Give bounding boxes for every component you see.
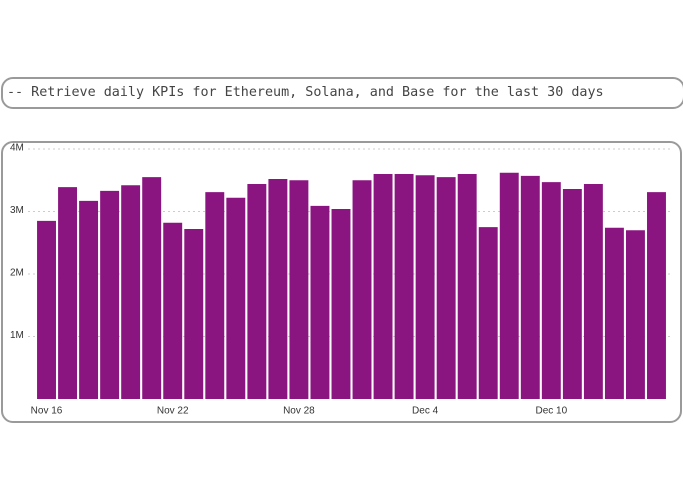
bar [58,187,78,399]
bar [100,190,120,399]
y-tick-label: 2M [10,268,24,279]
bar [268,179,288,399]
query-text: -- Retrieve daily KPIs for Ethereum, Sol… [1,77,683,109]
bar [604,227,624,399]
bar [247,184,267,399]
x-tick-label: Nov 28 [283,406,315,417]
x-tick-label: Dec 10 [535,406,567,417]
bar [415,175,435,399]
bar [373,174,393,399]
bar [625,230,645,399]
bar [142,177,162,399]
bar [37,220,56,399]
bar [352,180,372,399]
bar [79,200,99,399]
bar [289,180,309,399]
y-tick-label: 3M [10,205,24,216]
chart-frame [1,141,682,423]
bar [184,229,204,399]
bar [583,184,603,399]
bar [163,222,183,399]
y-tick-label: 4M [10,143,24,154]
bar [499,172,519,399]
bar [331,209,351,399]
bar [478,227,498,399]
bar [394,174,414,399]
bar [520,175,540,399]
bar [310,205,330,399]
bar [205,192,225,399]
bar [226,197,246,399]
bar [436,177,456,399]
bar [562,189,582,399]
y-tick-label: 1M [10,330,24,341]
x-tick-label: Dec 4 [412,406,439,417]
bar [121,185,141,399]
x-tick-label: Nov 22 [157,406,189,417]
bar [647,192,666,399]
bar [541,182,561,399]
x-tick-label: Nov 16 [31,406,63,417]
bar [457,174,477,399]
